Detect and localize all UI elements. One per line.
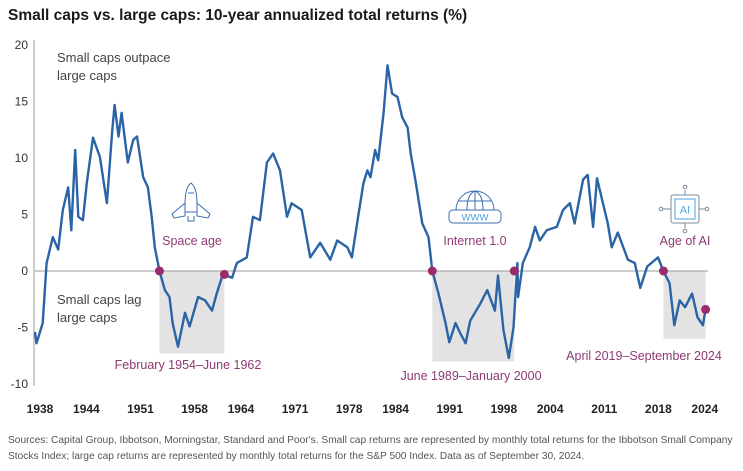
period-start-marker bbox=[154, 266, 164, 276]
y-tick-label: -10 bbox=[11, 377, 29, 391]
x-tick-label: 2011 bbox=[591, 402, 617, 416]
y-tick-label: -5 bbox=[17, 321, 28, 335]
period-start-marker bbox=[427, 266, 437, 276]
space-age-range-label: February 1954–June 1962 bbox=[115, 358, 262, 372]
x-tick-label: 1944 bbox=[73, 402, 100, 416]
x-tick-label: 1971 bbox=[282, 402, 309, 416]
y-tick-label: 15 bbox=[15, 95, 29, 109]
line-chart: 20 15 10 5 0 -5 -10 1938 1944 1951 1958 1964 1971 19… bbox=[11, 38, 722, 416]
period-end-marker bbox=[509, 266, 519, 276]
period-end-marker bbox=[701, 304, 711, 314]
x-tick-label: 1964 bbox=[228, 402, 255, 416]
outpace-label-line2: large caps bbox=[57, 68, 117, 83]
x-tick-label: 1991 bbox=[436, 402, 463, 416]
x-tick-label: 1938 bbox=[27, 402, 54, 416]
www-text: WWW bbox=[462, 213, 489, 224]
period-end-marker bbox=[219, 269, 229, 279]
outpace-label-line1: Small caps outpace bbox=[57, 50, 170, 65]
y-tick-label: 0 bbox=[21, 264, 28, 278]
x-tick-label: 1958 bbox=[181, 402, 208, 416]
period-start-marker bbox=[658, 266, 668, 276]
x-tick-label: 1984 bbox=[382, 402, 409, 416]
ai-text: AI bbox=[680, 205, 690, 217]
ai-range-label: April 2019–September 2024 bbox=[566, 349, 722, 363]
x-tick-label: 2004 bbox=[537, 402, 564, 416]
y-tick-label: 5 bbox=[21, 208, 28, 222]
chart-title: Small caps vs. large caps: 10-year annua… bbox=[8, 7, 468, 24]
x-tick-label: 1998 bbox=[490, 402, 517, 416]
x-tick-label: 2024 bbox=[691, 402, 718, 416]
internet-label: Internet 1.0 bbox=[443, 234, 506, 248]
internet-range-label: June 1989–January 2000 bbox=[400, 369, 541, 383]
x-tick-label: 2018 bbox=[645, 402, 672, 416]
lag-label-line2: large caps bbox=[57, 310, 117, 325]
x-tick-label: 1978 bbox=[336, 402, 363, 416]
space-age-label: Space age bbox=[162, 234, 222, 248]
x-tick-label: 1951 bbox=[127, 402, 154, 416]
source-footnote: Sources: Capital Group, Ibbotson, Mornin… bbox=[8, 435, 733, 462]
ai-chip-icon: AI bbox=[658, 184, 710, 234]
y-tick-label: 10 bbox=[15, 151, 29, 165]
ai-label: Age of AI bbox=[660, 234, 711, 248]
series-line bbox=[33, 64, 707, 360]
lag-label-line1: Small caps lag bbox=[57, 292, 142, 307]
globe-www-icon: WWW bbox=[448, 190, 502, 224]
y-tick-label: 20 bbox=[15, 38, 29, 52]
rocket-icon bbox=[171, 182, 211, 222]
period-shade bbox=[159, 271, 225, 354]
